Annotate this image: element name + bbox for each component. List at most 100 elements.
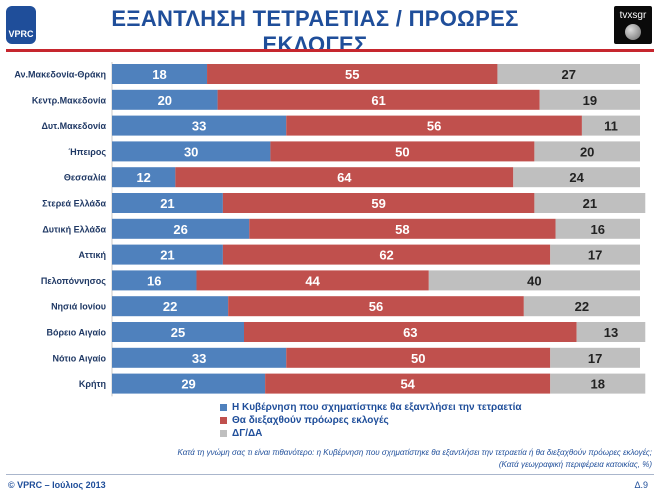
data-label: 27 — [561, 67, 575, 82]
bar-segment — [112, 270, 197, 291]
bar-segment — [222, 244, 551, 265]
legend-label-dk-na: ΔΓ/ΔΑ — [232, 428, 263, 439]
bar-segment — [270, 141, 535, 162]
data-label: 58 — [395, 222, 409, 237]
page-title: ΕΞΑΝΤΛΗΣΗ ΤΕΤΡΑΕΤΙΑΣ / ΠΡΟΩΡΕΣ ΕΚΛΟΓΕΣ — [111, 6, 519, 57]
title-divider — [6, 49, 654, 52]
slide-number: Δ.9 — [634, 480, 648, 490]
bar-segment — [534, 141, 640, 162]
chart-legend: Η Κυβέρνηση που σχηματίστηκε θα εξαντλήσ… — [220, 401, 522, 440]
data-label: 11 — [604, 119, 618, 134]
bar-segment — [112, 244, 223, 265]
data-label: 24 — [569, 170, 584, 185]
bar-segment — [550, 373, 646, 394]
bar-segment — [112, 89, 218, 110]
bar-segment — [112, 115, 287, 136]
data-label: 55 — [345, 67, 359, 82]
data-label: 63 — [403, 325, 417, 340]
question-text: Κατά τη γνώμη σας τι είναι πιθανότερο: η… — [177, 448, 652, 457]
footer-copyright: © VPRC – Ιούλιος 2013 — [8, 480, 106, 490]
legend-label-early-elections: Θα διεξαχθούν πρόωρες εκλογές — [232, 415, 389, 426]
bar-segment — [539, 89, 640, 110]
vprc-logo: VPRC — [6, 6, 36, 44]
data-label: 13 — [604, 325, 618, 340]
data-label: 16 — [147, 273, 161, 288]
data-label: 54 — [400, 377, 415, 392]
data-label: 50 — [395, 144, 409, 159]
bar-segment — [175, 167, 514, 188]
bar-segment — [112, 141, 271, 162]
bar-segment — [550, 347, 640, 368]
data-label: 22 — [575, 299, 589, 314]
bar-segment — [249, 218, 556, 239]
data-label: 21 — [160, 196, 174, 211]
category-label: Στερεά Ελλάδα — [42, 199, 106, 209]
data-label: 22 — [163, 299, 177, 314]
data-label: 18 — [591, 377, 605, 392]
data-label: 44 — [305, 273, 320, 288]
bar-segment — [286, 347, 551, 368]
data-label: 50 — [411, 351, 425, 366]
data-label: 29 — [181, 377, 195, 392]
bar-segment — [428, 270, 640, 291]
data-label: 40 — [527, 273, 541, 288]
bar-segment — [217, 89, 540, 110]
bar-segment — [555, 218, 640, 239]
data-label: 12 — [136, 170, 150, 185]
category-label: Αττική — [78, 250, 106, 260]
legend-item-dk-na: ΔΓ/ΔΑ — [220, 427, 522, 440]
bar-segment — [112, 296, 229, 317]
vprc-logo-text: VPRC — [8, 29, 34, 39]
bar-segment — [576, 322, 646, 342]
legend-swatch-blue — [220, 404, 227, 411]
category-label: Κεντρ.Μακεδονία — [32, 95, 107, 105]
data-label: 21 — [160, 248, 174, 263]
bar-segment — [228, 296, 524, 317]
category-label: Δυτική Ελλάδα — [42, 224, 106, 234]
category-label: Νησιά Ιονίου — [51, 302, 106, 312]
data-label: 26 — [173, 222, 187, 237]
stacked-bar-chart: Αν.Μακεδονία-Θράκη 18 55 27 Κεντρ.Μακεδονία 2… — [14, 62, 646, 397]
data-label: 61 — [371, 93, 385, 108]
globe-icon — [625, 24, 641, 40]
data-label: 56 — [427, 119, 441, 134]
data-label: 16 — [591, 222, 605, 237]
data-label: 30 — [184, 144, 198, 159]
category-label: Δυτ.Μακεδονία — [41, 121, 106, 131]
channel-logo: tvxsgr — [614, 6, 652, 44]
channel-logo-text: tvxsgr — [619, 10, 647, 21]
bar-segment — [244, 322, 577, 342]
bar-segment — [112, 373, 266, 394]
bar-segment — [265, 373, 551, 394]
bar-segment — [581, 115, 640, 136]
data-label: 19 — [583, 93, 597, 108]
bar-segment — [112, 167, 176, 188]
bar-segment — [112, 193, 223, 213]
bar-segment — [497, 64, 640, 84]
bar-segment — [523, 296, 640, 317]
question-note: (Κατά γεωγραφική περιφέρεια κατοικίας, %… — [498, 460, 652, 469]
data-label: 20 — [580, 144, 594, 159]
legend-label-government: Η Κυβέρνηση που σχηματίστηκε θα εξαντλήσ… — [232, 402, 522, 413]
legend-swatch-red — [220, 417, 227, 424]
bar-segment — [286, 115, 582, 136]
legend-item-early-elections: Θα διεξαχθούν πρόωρες εκλογές — [220, 414, 522, 427]
legend-swatch-gray — [220, 430, 227, 437]
data-label: 25 — [171, 325, 185, 340]
category-label: Ήπειρος — [68, 147, 106, 157]
data-label: 20 — [158, 93, 172, 108]
data-label: 56 — [369, 299, 383, 314]
bar-segment — [112, 322, 244, 342]
bar-segment — [550, 244, 640, 265]
category-label: Θεσσαλία — [64, 173, 107, 183]
survey-question: Κατά τη γνώμη σας τι είναι πιθανότερο: η… — [178, 447, 652, 471]
data-label: 17 — [588, 351, 602, 366]
data-label: 64 — [337, 170, 352, 185]
category-label: Νότιο Αιγαίο — [53, 353, 107, 363]
data-label: 21 — [583, 196, 597, 211]
data-label: 62 — [379, 248, 393, 263]
legend-item-government: Η Κυβέρνηση που σχηματίστηκε θα εξαντλήσ… — [220, 401, 522, 414]
category-label: Βόρειο Αιγαίο — [46, 328, 106, 338]
bar-segment — [112, 64, 208, 84]
data-label: 33 — [192, 351, 206, 366]
